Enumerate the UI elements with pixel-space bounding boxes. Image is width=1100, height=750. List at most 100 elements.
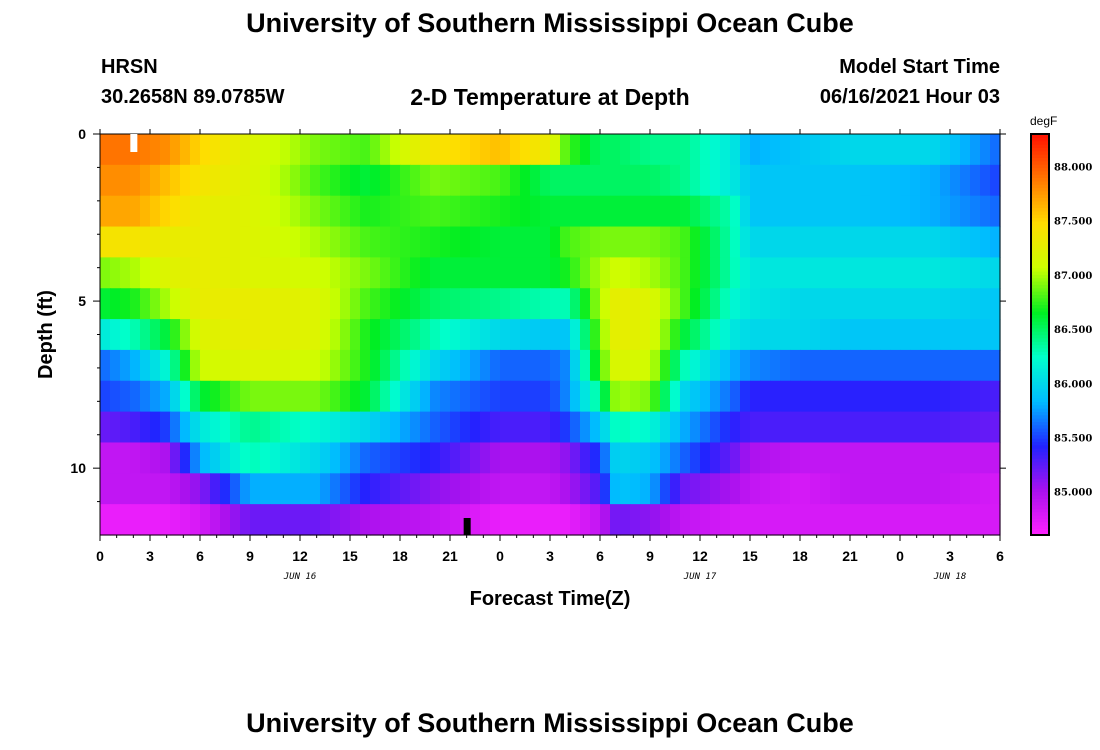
heatmap-cell — [750, 504, 761, 536]
heatmap-cell — [910, 504, 921, 536]
heatmap-cell — [790, 442, 801, 474]
heatmap-cell — [280, 411, 291, 444]
heatmap-cell — [670, 473, 681, 505]
heatmap-cell — [540, 226, 551, 258]
heatmap-cell — [370, 411, 381, 444]
heatmap-cell — [950, 411, 961, 444]
heatmap-cell — [940, 134, 951, 166]
heatmap-cell — [140, 319, 151, 351]
heatmap-cell — [980, 380, 991, 413]
heatmap-cell — [660, 226, 671, 258]
heatmap-cell — [350, 288, 361, 320]
heatmap-cell — [820, 473, 831, 505]
heatmap-cell — [780, 504, 791, 536]
heatmap-cell — [700, 349, 711, 382]
heatmap-cell — [450, 195, 461, 228]
heatmap-cell — [650, 380, 661, 413]
heatmap-cell — [610, 473, 621, 505]
heatmap-cell — [840, 319, 851, 351]
heatmap-cell — [550, 380, 561, 413]
heatmap-cell — [910, 257, 921, 289]
colorbar-segment — [1031, 504, 1049, 509]
heatmap-cell — [840, 349, 851, 382]
heatmap-cell — [960, 226, 971, 258]
colorbar-segment — [1031, 394, 1049, 399]
heatmap-cell — [900, 319, 911, 351]
heatmap-cell — [680, 504, 691, 536]
heatmap-cell — [510, 380, 521, 413]
heatmap-cell — [150, 380, 161, 413]
heatmap-cell — [570, 504, 581, 536]
heatmap-cell — [780, 134, 791, 166]
x-tick-label: 15 — [342, 548, 358, 564]
heatmap-cell — [210, 319, 221, 351]
heatmap-cell — [670, 164, 681, 197]
heatmap-cell — [230, 195, 241, 228]
heatmap-cell — [940, 380, 951, 413]
heatmap-cell — [950, 442, 961, 474]
heatmap-cell — [480, 473, 491, 505]
heatmap-cell — [600, 257, 611, 289]
heatmap-cell — [890, 288, 901, 320]
heatmap-cell — [380, 134, 391, 166]
heatmap-cell — [180, 288, 191, 320]
colorbar-segment — [1031, 434, 1049, 439]
heatmap-cell — [530, 134, 541, 166]
heatmap-cell — [310, 288, 321, 320]
heatmap-cell — [710, 319, 721, 351]
heatmap-cell — [250, 349, 261, 382]
heatmap-cell — [500, 380, 511, 413]
heatmap-cell — [850, 288, 861, 320]
colorbar-segment — [1031, 200, 1049, 205]
heatmap-cell — [860, 134, 871, 166]
heatmap-cell — [590, 411, 601, 444]
heatmap-cell — [180, 380, 191, 413]
x-tick-label: 18 — [792, 548, 808, 564]
heatmap-cell — [900, 380, 911, 413]
colorbar-segment — [1031, 454, 1049, 459]
heatmap-cell — [180, 195, 191, 228]
heatmap-cell — [290, 411, 301, 444]
heatmap-cell — [920, 134, 931, 166]
heatmap-cell — [980, 288, 991, 320]
heatmap-cell — [960, 380, 971, 413]
heatmap-cell — [250, 164, 261, 197]
heatmap-cell — [400, 380, 411, 413]
heatmap-cell — [170, 319, 181, 351]
heatmap-cell — [820, 134, 831, 166]
heatmap-cell — [420, 257, 431, 289]
heatmap-cell — [360, 288, 371, 320]
heatmap-cell — [770, 195, 781, 228]
heatmap-cell — [970, 504, 981, 536]
heatmap-cell — [610, 288, 621, 320]
heatmap-cell — [180, 473, 191, 505]
heatmap-cell — [530, 473, 541, 505]
heatmap-cell — [910, 442, 921, 474]
heatmap-cell — [770, 226, 781, 258]
heatmap-cell — [360, 504, 371, 536]
heatmap-cell — [990, 164, 1001, 197]
heatmap-cell — [260, 164, 271, 197]
heatmap-cell — [360, 380, 371, 413]
heatmap-cell — [520, 319, 531, 351]
heatmap-cell — [120, 226, 131, 258]
heatmap-cell — [140, 195, 151, 228]
x-tick-label: 9 — [246, 548, 254, 564]
heatmap-cell — [820, 226, 831, 258]
heatmap-cell — [640, 473, 651, 505]
heatmap-cell — [210, 164, 221, 197]
heatmap-cell — [310, 226, 321, 258]
heatmap-cell — [780, 164, 791, 197]
heatmap-cell — [940, 442, 951, 474]
heatmap-cell — [660, 442, 671, 474]
heatmap-cell — [880, 134, 891, 166]
heatmap-cell — [220, 442, 231, 474]
heatmap-cell — [250, 257, 261, 289]
heatmap-cell — [230, 504, 241, 536]
heatmap-cell — [880, 349, 891, 382]
heatmap-cell — [150, 288, 161, 320]
heatmap-cell — [870, 195, 881, 228]
heatmap-cell — [480, 164, 491, 197]
heatmap-cell — [640, 195, 651, 228]
heatmap-cell — [450, 226, 461, 258]
